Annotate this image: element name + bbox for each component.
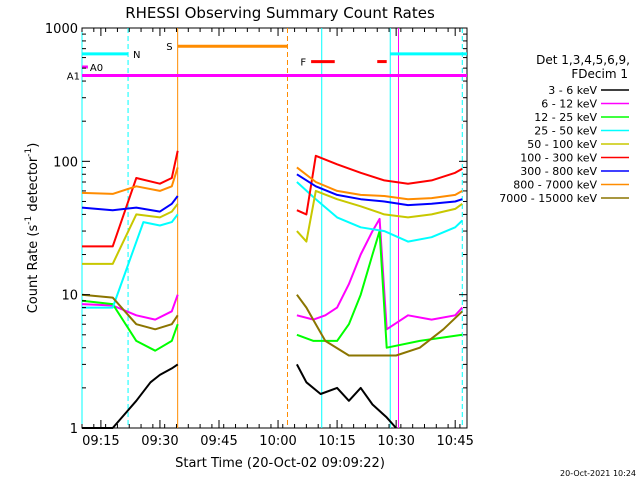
x-tick-label-0: 09:15 [82,434,119,449]
flag-label-a1: A1 [67,72,80,83]
y-tick-label-3: 1000 [45,22,78,37]
flag-label-f: F [300,58,306,69]
series-0-segment-0 [82,363,179,429]
legend-label-5: 100 - 300 keV [520,152,597,165]
series-7-segment-0 [81,167,179,195]
series-3-segment-0 [82,213,179,309]
y-axis-label-sup1: -1 [24,216,34,225]
series-3-segment-1 [296,181,463,243]
series-6-segment-1 [296,173,463,207]
legend-label-2: 12 - 25 keV [534,111,597,124]
y-tick-label-2: 100 [53,155,78,170]
plot-area [81,27,468,429]
series-lines [81,150,464,429]
vertical-markers [81,28,463,428]
series-0-segment-1 [296,363,397,429]
plot-frame [81,27,468,429]
x-tick-label-1: 09:30 [141,434,178,449]
x-tick-label-5: 10:30 [377,434,414,449]
x-tick-label-6: 10:45 [436,434,473,449]
series-1-segment-0 [81,294,179,321]
legend-label-4: 50 - 100 keV [527,138,597,151]
chart-title: RHESSI Observing Summary Count Rates [125,4,435,22]
y-axis-label-main: Count Rate (s [26,225,41,314]
series-4-segment-1 [296,189,463,243]
series-8-segment-0 [81,293,179,331]
x-tick-label-2: 09:45 [200,434,237,449]
series-8-segment-1 [296,294,463,357]
y-tick-label-1: 10 [61,289,78,304]
series-7-segment-1 [296,166,463,201]
x-tick-label-4: 10:15 [318,434,355,449]
legend-label-8: 7000 - 15000 keV [499,192,597,205]
flag-bars: N S F A0 A1 [67,42,467,83]
footer-timestamp: 20-Oct-2021 10:24 [560,469,636,478]
series-1-segment-1 [296,217,464,331]
legend-label-1: 6 - 12 keV [541,98,597,111]
y-axis-label-sup2: -1 [24,148,34,157]
y-axis-label-mid: detector [26,156,41,216]
x-axis-ticks: 09:15 09:30 09:45 10:00 10:15 10:30 10:45 [81,28,474,449]
series-6-segment-0 [81,195,179,213]
flag-label-s: S [166,42,172,53]
x-tick-label-3: 10:00 [259,434,296,449]
y-axis-ticks: 1 10 100 1000 [45,22,467,437]
y-tick-label-0: 1 [70,422,78,437]
legend-label-3: 25 - 50 keV [534,125,597,138]
flag-label-n: N [133,50,140,61]
legend-label-7: 800 - 7000 keV [513,179,597,192]
legend-label-6: 300 - 800 keV [520,165,597,178]
series-5-segment-0 [82,150,179,248]
legend-label-0: 3 - 6 keV [548,84,597,97]
flag-label-a0: A0 [90,63,103,74]
series-4-segment-0 [82,203,179,265]
x-axis-label: Start Time (20-Oct-02 09:09:22) [175,456,385,471]
legend-header-line1: Det 1,3,4,5,6,9, [536,53,630,67]
y-axis-label: Count Rate (s-1 detector-1) [24,143,41,314]
series-2-segment-0 [81,299,179,352]
legend-header-line2: FDecim 1 [571,67,628,81]
y-axis-label-end: ) [26,143,41,148]
series-5-segment-1 [296,154,463,216]
